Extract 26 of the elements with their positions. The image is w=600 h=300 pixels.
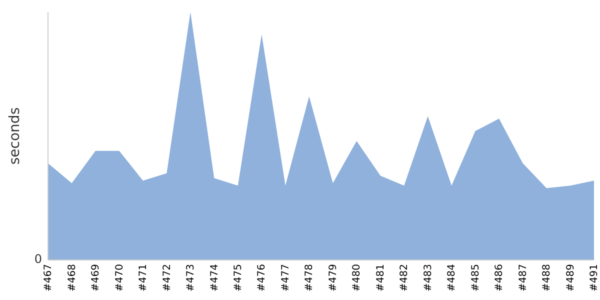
x-tick-label: #470 — [114, 264, 126, 292]
x-tick-label: #481 — [375, 264, 386, 292]
x-tick-label: #476 — [256, 264, 268, 292]
x-tick-label: #488 — [542, 264, 553, 292]
x-tick-label: #489 — [565, 264, 576, 292]
x-tick-label: #477 — [280, 264, 292, 292]
x-tick-label: #482 — [399, 264, 410, 292]
x-tick-label: #486 — [494, 264, 506, 292]
x-tick-label: #487 — [518, 264, 529, 292]
x-tick-label: #484 — [446, 264, 458, 292]
x-tick-label: #491 — [589, 264, 600, 292]
y-axis-title: seconds — [6, 107, 23, 165]
x-tick-label: #473 — [186, 264, 197, 292]
x-tick-label: #474 — [209, 264, 220, 292]
x-tick-label: #472 — [162, 264, 173, 292]
x-tick-label: #485 — [470, 264, 482, 292]
x-tick-label: #478 — [304, 264, 316, 292]
x-tick-label: #479 — [328, 264, 339, 292]
x-tick-label: #468 — [66, 264, 78, 292]
x-tick-label: #483 — [422, 264, 434, 292]
x-tick-label: #469 — [90, 264, 102, 292]
x-tick-label: #480 — [352, 264, 363, 292]
x-tick-label: #475 — [233, 264, 244, 292]
x-tick-label: #471 — [138, 264, 150, 292]
x-tick-label: #467 — [43, 264, 54, 292]
text: 0 — [34, 252, 42, 266]
